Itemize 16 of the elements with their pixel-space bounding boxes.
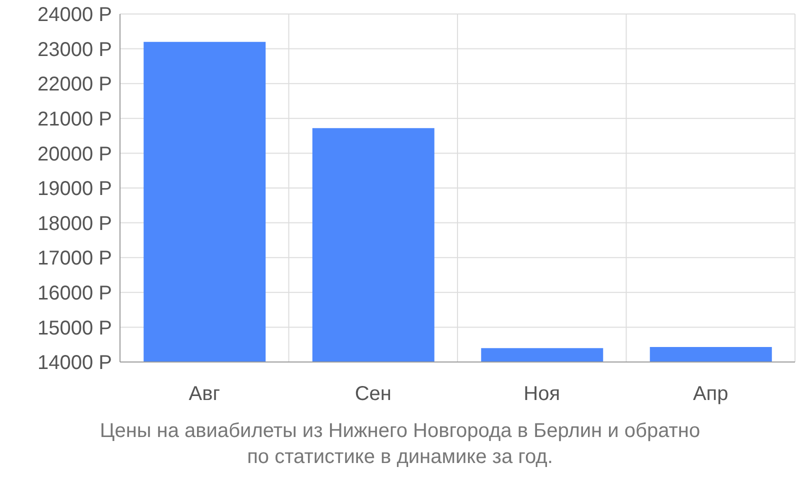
y-tick-label: 22000 Р xyxy=(37,74,112,96)
y-tick-label: 23000 Р xyxy=(37,38,112,61)
y-tick-label: 21000 Р xyxy=(37,108,112,130)
x-tick-label: Апр xyxy=(692,383,728,406)
x-tick-label: Ноя xyxy=(524,383,560,406)
text: Цены на авиабилеты из Нижнего Новгорода в Берлин и обратно по статистике в динамике за год. xyxy=(98,419,702,470)
x-tick-label: Авг xyxy=(188,383,220,406)
y-tick-label: 14000 Р xyxy=(37,352,112,374)
y-tick-label: 16000 Р xyxy=(37,282,112,304)
y-tick-label: 17000 Р xyxy=(37,248,112,270)
y-tick-label: 19000 Р xyxy=(37,178,112,200)
y-tick-label: 18000 Р xyxy=(37,212,112,235)
x-tick-label: Сен xyxy=(354,383,392,406)
y-tick-label: 15000 Р xyxy=(37,317,112,340)
y-tick-label: 24000 Р xyxy=(37,4,112,26)
y-tick-label: 20000 Р xyxy=(37,143,112,166)
